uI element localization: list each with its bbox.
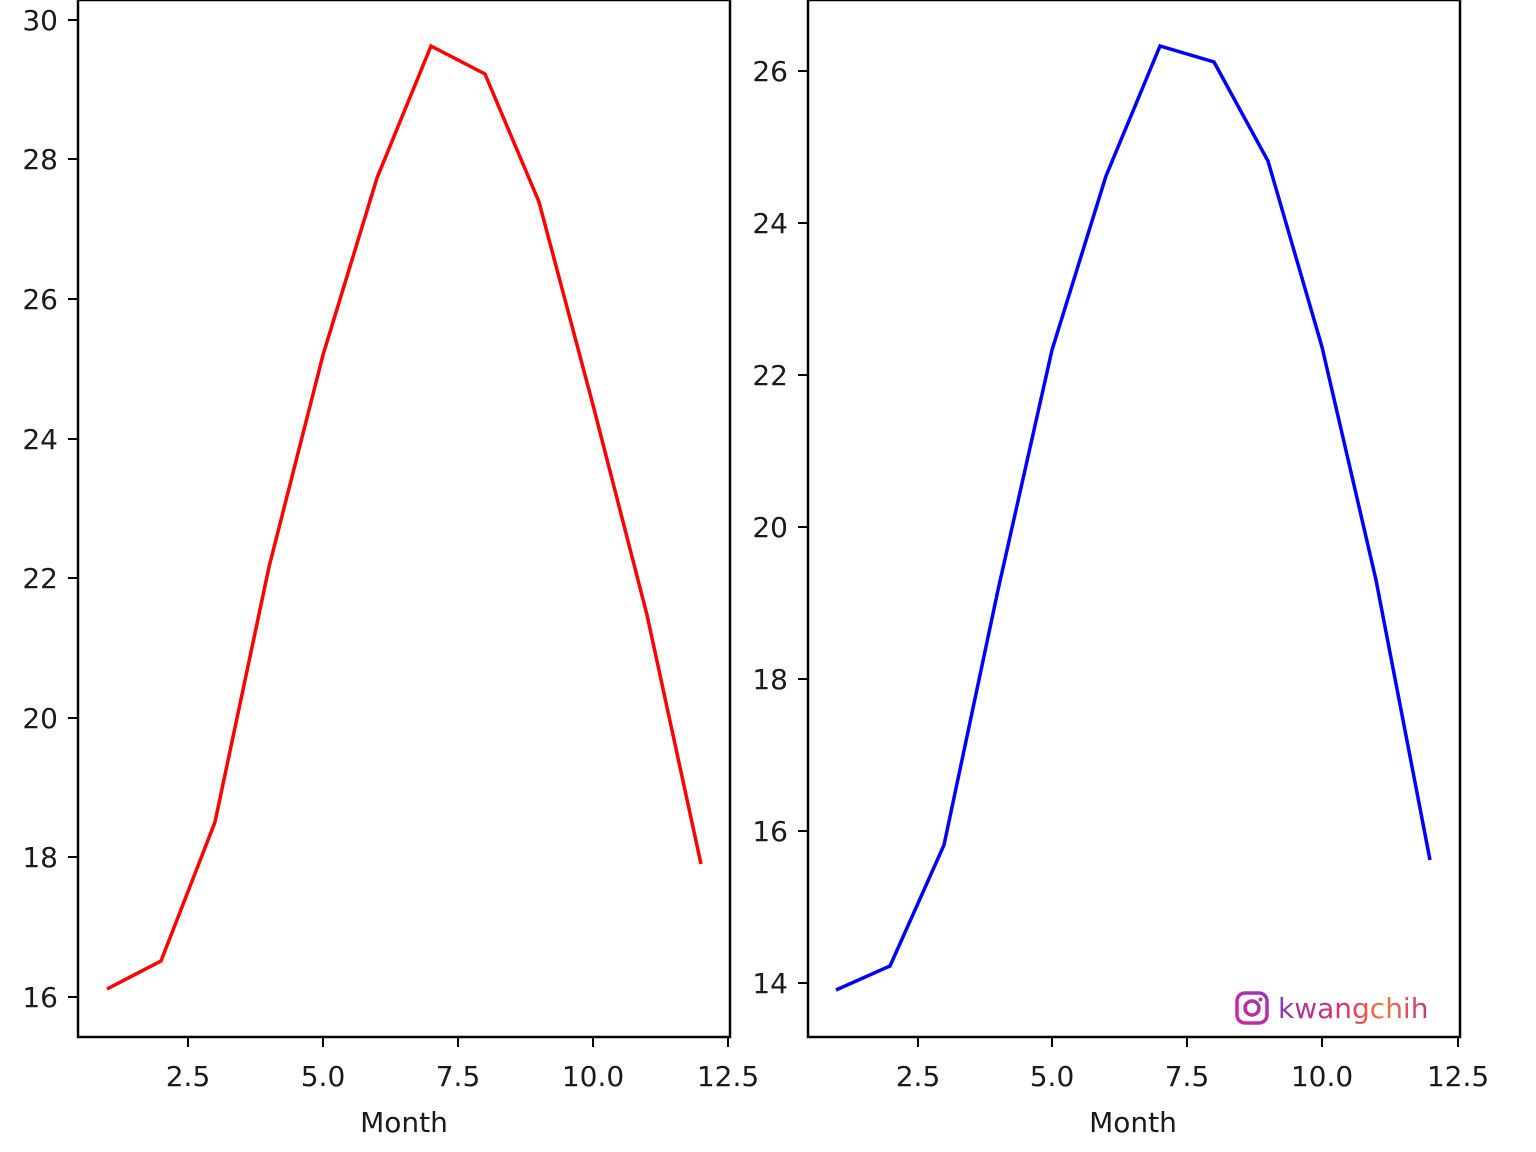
right-xtick-5.0: 5.0 [1030,1060,1075,1093]
left-xtick-10.0: 10.0 [562,1060,624,1093]
left-ytick-22: 22 [22,562,58,595]
right-y-axis [798,70,808,984]
right-xtick-10.0: 10.0 [1291,1060,1353,1093]
left-xtick-5.0: 5.0 [301,1060,346,1093]
right-ytick-26: 26 [752,55,788,88]
right-xtick-7.5: 7.5 [1165,1060,1210,1093]
watermark-handle: kwangchih [1278,991,1429,1025]
left-red-line [106,43,703,991]
left-ytick-24: 24 [22,423,58,456]
right-plot-frame [806,0,1462,1039]
right-ytick-22: 22 [752,359,788,392]
right-x-axis-label: Month [1089,1106,1177,1139]
left-x-axis [187,1037,729,1047]
left-xtick-7.5: 7.5 [436,1060,481,1093]
left-x-axis-label: Month [360,1106,448,1139]
left-xtick-2.5: 2.5 [166,1060,211,1093]
left-plot-frame [76,0,732,1039]
left-y-axis [68,19,78,998]
right-blue-line [835,43,1432,992]
right-ytick-18: 18 [752,663,788,696]
left-ytick-28: 28 [22,143,58,176]
right-xtick-12.5: 12.5 [1427,1060,1489,1093]
right-ytick-24: 24 [752,207,788,240]
left-ytick-18: 18 [22,841,58,874]
right-ytick-14: 14 [752,967,788,1000]
right-ytick-20: 20 [752,511,788,544]
left-ytick-30: 30 [22,4,58,37]
left-ytick-16: 16 [22,981,58,1014]
right-ytick-16: 16 [752,815,788,848]
instagram-icon [1235,991,1269,1025]
right-xtick-2.5: 2.5 [896,1060,941,1093]
watermark: kwangchih [1234,990,1428,1026]
right-plot: 14 16 18 20 22 24 26 2.5 5.0 7.5 10.0 12… [752,0,1489,1139]
left-xtick-12.5: 12.5 [697,1060,759,1093]
left-ytick-20: 20 [22,702,58,735]
left-plot: 16 18 20 22 24 26 28 30 2.5 5.0 7.5 10.0… [22,0,759,1139]
right-x-axis [917,1037,1459,1047]
left-ytick-26: 26 [22,283,58,316]
